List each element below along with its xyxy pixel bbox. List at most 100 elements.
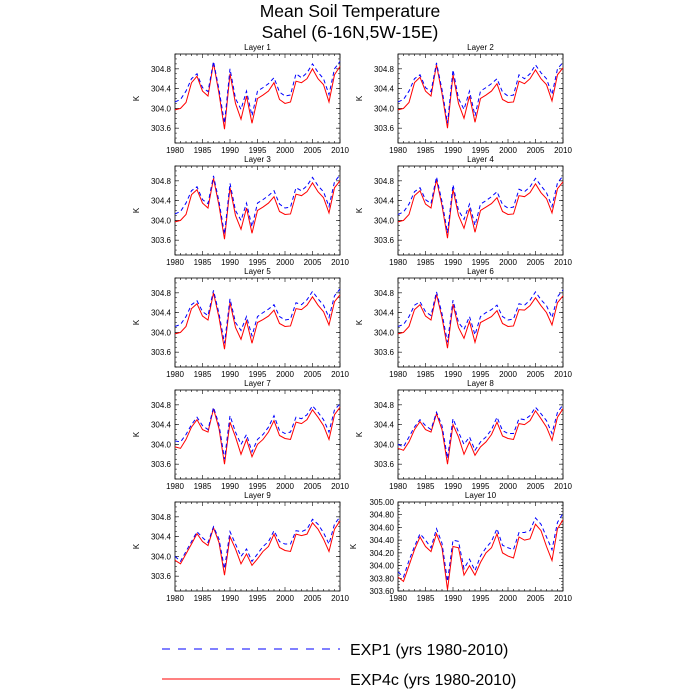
y-tick-label: 304.4 bbox=[374, 85, 395, 94]
series-line-exp1 bbox=[397, 62, 564, 124]
y-tick-label: 303.6 bbox=[151, 460, 172, 469]
panel-layer-3: Layer 3 K 1980 1985 1990 1995 2000 2005 2010 303.… bbox=[132, 155, 349, 267]
x-tick-label: 1990 bbox=[444, 594, 462, 603]
panel-layer-2: Layer 2 K 1980 1985 1990 1995 2000 2005 2010 303.… bbox=[355, 43, 572, 155]
x-tick-label: 2000 bbox=[276, 482, 294, 491]
y-tick-label: 304.8 bbox=[151, 177, 172, 186]
panel-layer-10: Layer 10 K 1980 1985 1990 1995 2000 2005 2010 303… bbox=[349, 491, 572, 603]
x-tick-label: 2005 bbox=[527, 146, 545, 155]
x-tick-label: 1985 bbox=[417, 370, 435, 379]
series-line-exp4c bbox=[174, 62, 341, 130]
y-tick-label: 303.6 bbox=[374, 460, 395, 469]
y-tick-label: 304.80 bbox=[370, 511, 395, 520]
y-tick-label: 303.6 bbox=[151, 572, 172, 581]
y-tick-label: 304.8 bbox=[151, 513, 172, 522]
x-tick-label: 1985 bbox=[194, 258, 212, 267]
x-tick-label: 1990 bbox=[221, 482, 239, 491]
y-tick-label: 304.0 bbox=[151, 216, 172, 225]
x-tick-label: 1980 bbox=[166, 594, 184, 603]
x-tick-label: 1995 bbox=[472, 258, 490, 267]
x-tick-label: 1990 bbox=[444, 482, 462, 491]
y-tick-label: 304.0 bbox=[374, 328, 395, 337]
panel-title: Layer 9 bbox=[244, 491, 271, 500]
x-tick-label: 1995 bbox=[472, 482, 490, 491]
x-tick-label: 1990 bbox=[444, 146, 462, 155]
x-tick-label: 2005 bbox=[304, 146, 322, 155]
legend-label-exp1: EXP1 (yrs 1980-2010) bbox=[350, 642, 508, 659]
x-tick-label: 2000 bbox=[499, 482, 517, 491]
x-tick-label: 1980 bbox=[166, 370, 184, 379]
y-tick-label: 304.40 bbox=[370, 536, 395, 545]
plot-frame bbox=[174, 501, 341, 592]
y-tick-label: 303.6 bbox=[151, 124, 172, 133]
series-line-exp1 bbox=[397, 513, 564, 582]
y-tick-label: 303.60 bbox=[370, 587, 395, 596]
y-tick-label: 304.0 bbox=[151, 104, 172, 113]
panel-title: Layer 5 bbox=[244, 267, 271, 276]
panel-layer-1: Layer 1 K 1980 1985 1990 1995 2000 2005 2010 303.… bbox=[132, 43, 349, 155]
panel-title: Layer 3 bbox=[244, 155, 271, 164]
x-tick-label: 1985 bbox=[417, 594, 435, 603]
x-tick-label: 2010 bbox=[554, 594, 572, 603]
panel-title: Layer 6 bbox=[467, 267, 494, 276]
x-tick-label: 1995 bbox=[249, 258, 267, 267]
x-tick-label: 2000 bbox=[276, 258, 294, 267]
x-tick-label: 2005 bbox=[527, 594, 545, 603]
x-tick-label: 1995 bbox=[472, 370, 490, 379]
x-tick-label: 1980 bbox=[166, 482, 184, 491]
y-axis-label: K bbox=[355, 319, 364, 325]
series-line-exp1 bbox=[397, 289, 564, 343]
x-tick-label: 2000 bbox=[499, 594, 517, 603]
series-line-exp1 bbox=[397, 175, 564, 233]
x-tick-label: 2005 bbox=[527, 370, 545, 379]
x-tick-label: 1990 bbox=[444, 258, 462, 267]
plot-frame bbox=[397, 501, 564, 592]
y-axis-label: K bbox=[132, 95, 141, 101]
y-axis-label: K bbox=[132, 431, 141, 437]
series-line-exp4c bbox=[397, 294, 564, 349]
series-line-exp4c bbox=[397, 408, 564, 465]
y-axis-label: K bbox=[132, 207, 141, 213]
y-tick-label: 304.8 bbox=[151, 289, 172, 298]
panel-title: Layer 1 bbox=[244, 43, 271, 52]
x-tick-label: 2005 bbox=[304, 370, 322, 379]
y-tick-label: 304.8 bbox=[374, 289, 395, 298]
series-line-exp4c bbox=[174, 520, 341, 576]
y-tick-label: 303.6 bbox=[374, 124, 395, 133]
x-tick-label: 2010 bbox=[554, 146, 572, 155]
panel-title: Layer 4 bbox=[467, 155, 494, 164]
y-tick-label: 303.80 bbox=[370, 574, 395, 583]
x-tick-label: 1995 bbox=[249, 370, 267, 379]
x-tick-label: 1985 bbox=[417, 146, 435, 155]
x-tick-label: 1980 bbox=[389, 594, 407, 603]
x-tick-label: 2000 bbox=[499, 146, 517, 155]
series-line-exp1 bbox=[174, 403, 341, 460]
y-tick-label: 304.4 bbox=[151, 533, 172, 542]
y-tick-label: 304.60 bbox=[370, 523, 395, 532]
panel-layer-9: Layer 9 K 1980 1985 1990 1995 2000 2005 2010 303.… bbox=[132, 491, 349, 603]
y-tick-label: 304.8 bbox=[151, 401, 172, 410]
x-tick-label: 1995 bbox=[472, 594, 490, 603]
y-tick-label: 304.8 bbox=[151, 65, 172, 74]
x-tick-label: 1995 bbox=[249, 594, 267, 603]
y-tick-label: 304.8 bbox=[374, 177, 395, 186]
x-tick-label: 1995 bbox=[472, 146, 490, 155]
x-tick-label: 1990 bbox=[221, 594, 239, 603]
x-tick-label: 2000 bbox=[499, 258, 517, 267]
y-axis-label: K bbox=[132, 543, 141, 549]
panel-layer-6: Layer 6 K 1980 1985 1990 1995 2000 2005 2010 303.… bbox=[355, 267, 572, 379]
x-tick-label: 2010 bbox=[554, 482, 572, 491]
x-tick-label: 1995 bbox=[249, 482, 267, 491]
y-tick-label: 305.00 bbox=[370, 498, 395, 507]
y-tick-label: 304.0 bbox=[374, 440, 395, 449]
y-tick-label: 304.0 bbox=[151, 552, 172, 561]
x-tick-label: 1995 bbox=[249, 146, 267, 155]
x-tick-label: 1985 bbox=[417, 482, 435, 491]
series-line-exp4c bbox=[397, 64, 564, 129]
x-tick-label: 2005 bbox=[304, 482, 322, 491]
y-tick-label: 304.4 bbox=[151, 85, 172, 94]
panel-layer-5: Layer 5 K 1980 1985 1990 1995 2000 2005 2010 303.… bbox=[132, 267, 349, 379]
x-tick-label: 1985 bbox=[194, 482, 212, 491]
legend-label-exp4c: EXP4c (yrs 1980-2010) bbox=[350, 672, 516, 689]
panel-title: Layer 8 bbox=[467, 379, 494, 388]
